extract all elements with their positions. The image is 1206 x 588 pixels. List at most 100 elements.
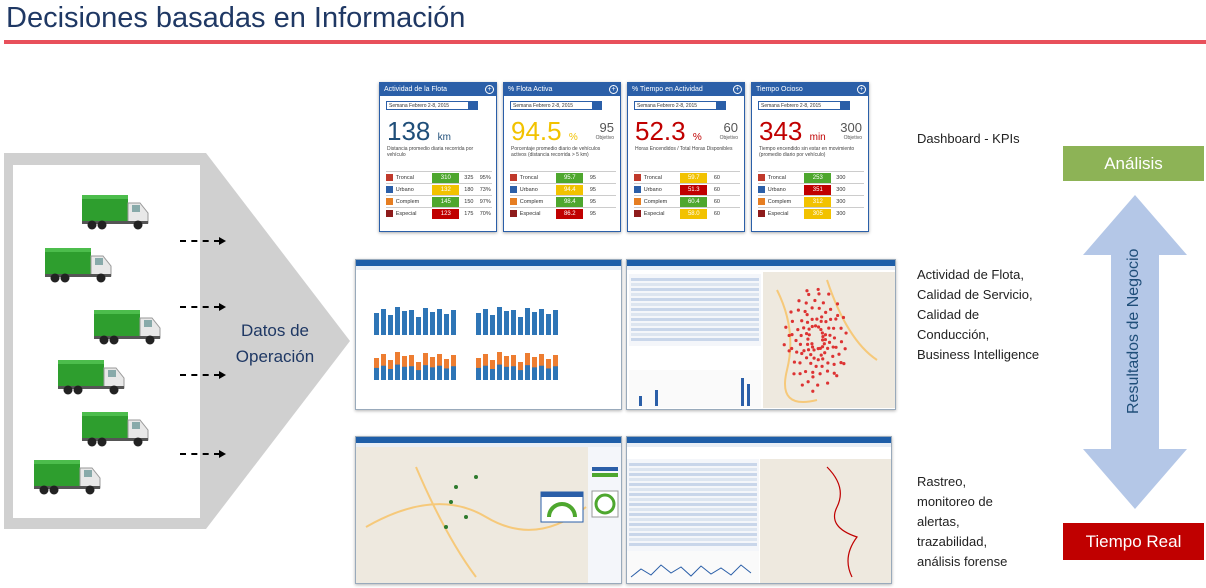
kpi-row-label: Especial <box>519 210 541 217</box>
kpi-row-obj: 95 <box>589 186 596 193</box>
kpi-row: Urbano 51.3 60 <box>634 183 740 195</box>
vehicle-type-icon <box>510 186 517 193</box>
period-select[interactable]: Semana Febrero 2-8, 2015 <box>634 101 726 110</box>
expand-icon[interactable]: + <box>857 85 866 94</box>
kpi-row-obj: 300 <box>836 186 846 193</box>
kpi-value: 343 min <box>759 116 826 147</box>
bi-label-line: Conducción, <box>917 327 990 342</box>
period-select[interactable]: Semana Febrero 2-8, 2015 <box>386 101 478 110</box>
kpi-table: Troncal 95.7 95 Urbano 94.4 95 Complem 98.4 95 Es… <box>510 171 616 219</box>
kpi-row: Complem 312 300 <box>758 195 864 207</box>
kpi-row-label: Especial <box>767 210 789 217</box>
period-select[interactable]: Semana Febrero 2-8, 2015 <box>510 101 602 110</box>
kpi-value-number: 343 <box>759 116 803 146</box>
datos-operacion-label: Datos de Operación <box>235 321 315 366</box>
kpi-row-pct: 95% <box>479 174 491 181</box>
kpi-card: Actividad de la Flota + Semana Febrero 2-8… <box>379 82 497 232</box>
realtime-label-line: trazabilidad, <box>917 534 988 549</box>
kpi-row-value: 132 <box>432 184 460 195</box>
dashboard-label: Dashboard - KPIs <box>917 131 1020 146</box>
kpi-row: Troncal 253 300 <box>758 171 864 183</box>
vehicle-type-icon <box>386 186 393 193</box>
expand-icon[interactable]: + <box>485 85 494 94</box>
vehicle-type-icon <box>510 198 517 205</box>
resultados-label: Resultados de Negocio <box>1125 248 1142 414</box>
expand-icon[interactable]: + <box>733 85 742 94</box>
double-arrow-icon <box>1083 195 1187 509</box>
kpi-row-label: Troncal <box>395 174 414 181</box>
expand-icon[interactable]: + <box>609 85 618 94</box>
kpi-header: % Flota Activa + <box>504 83 620 96</box>
kpi-row: Complem 60.4 60 <box>634 195 740 207</box>
kpi-description: Porcentaje promedio diario de vehículos … <box>511 146 601 158</box>
kpi-row-obj: 180 <box>464 186 474 193</box>
truck-icon <box>45 246 113 284</box>
truck-icon <box>82 193 150 231</box>
kpi-row-label: Troncal <box>767 174 786 181</box>
kpi-row-pct: 97% <box>479 198 491 205</box>
kpi-value: 138 km <box>387 116 451 147</box>
kpi-row: Complem 98.4 95 <box>510 195 616 207</box>
bi-map-screenshot <box>626 259 896 410</box>
kpi-row: Especial 86.2 95 <box>510 207 616 219</box>
kpi-objective-label: Objetivo <box>595 135 614 141</box>
kpi-row-label: Complem <box>767 198 792 205</box>
kpi-row-obj: 300 <box>836 174 846 181</box>
kpi-row-value: 351 <box>804 184 832 195</box>
vehicle-type-icon <box>510 210 517 217</box>
realtime-label-line: análisis forense <box>917 554 1008 569</box>
kpi-table: Troncal 59.7 60 Urbano 51.3 60 Complem 60.4 60 Es… <box>634 171 740 219</box>
vehicle-type-icon <box>386 174 393 181</box>
kpi-row-value: 86.2 <box>556 208 584 219</box>
kpi-header: Actividad de la Flota + <box>380 83 496 96</box>
dashed-arrow-icon <box>180 237 226 245</box>
kpi-row-value: 305 <box>804 208 832 219</box>
kpi-row-label: Troncal <box>643 174 662 181</box>
bi-charts-screenshot <box>355 259 622 410</box>
kpi-value-number: 94.5 <box>511 116 562 146</box>
kpi-row-label: Complem <box>519 198 544 205</box>
kpi-row-value: 310 <box>432 172 460 183</box>
kpi-row: Troncal 59.7 60 <box>634 171 740 183</box>
kpi-objective-label: Objetivo <box>719 135 738 141</box>
analisis-box: Análisis <box>1063 146 1204 181</box>
kpi-row-value: 58.0 <box>680 208 708 219</box>
kpi-row-label: Urbano <box>767 186 786 193</box>
kpi-row-label: Complem <box>643 198 668 205</box>
kpi-row-value: 312 <box>804 196 832 207</box>
kpi-row-obj: 325 <box>464 174 474 181</box>
kpi-row-label: Especial <box>395 210 417 217</box>
kpi-objective-value: 300 <box>840 120 862 135</box>
kpi-row-obj: 300 <box>836 210 846 217</box>
bi-label-line: Calidad de <box>917 307 980 322</box>
bi-label-line: Calidad de Servicio, <box>917 287 1033 302</box>
kpi-row-value: 98.4 <box>556 196 584 207</box>
kpi-unit: % <box>568 132 578 143</box>
kpi-title: Tiempo Ocioso <box>756 86 803 93</box>
kpi-row-pct: 73% <box>479 186 491 193</box>
kpi-row-label: Complem <box>395 198 420 205</box>
kpi-objective-value: 60 <box>723 120 738 135</box>
vehicle-type-icon <box>758 198 765 205</box>
kpi-row: Especial 123 175 70% <box>386 207 492 219</box>
kpi-objective-value: 95 <box>599 120 614 135</box>
vehicle-type-icon <box>634 210 641 217</box>
kpi-row-label: Especial <box>643 210 665 217</box>
kpi-card: Tiempo Ocioso + Semana Febrero 2-8, 2015 34… <box>751 82 869 232</box>
kpi-value: 52.3 % <box>635 116 702 147</box>
kpi-objective-label: Objetivo <box>843 135 862 141</box>
realtime-label-line: monitoreo de <box>917 494 993 509</box>
dashed-arrow-icon <box>180 303 226 311</box>
bi-label-line: Business Intelligence <box>917 347 1040 362</box>
kpi-title: Actividad de la Flota <box>384 86 448 93</box>
kpi-row-obj: 60 <box>713 198 720 205</box>
vehicle-type-icon <box>758 186 765 193</box>
kpi-row-value: 51.3 <box>680 184 708 195</box>
kpi-row-value: 123 <box>432 208 460 219</box>
kpi-objective: 300 Objetivo <box>840 120 862 141</box>
tiempo-real-box: Tiempo Real <box>1063 523 1204 560</box>
period-select[interactable]: Semana Febrero 2-8, 2015 <box>758 101 850 110</box>
dashed-arrow-icon <box>180 371 226 379</box>
realtime-label-line: alertas, <box>917 514 960 529</box>
kpi-card: % Tiempo en Actividad + Semana Febrero 2-8… <box>627 82 745 232</box>
